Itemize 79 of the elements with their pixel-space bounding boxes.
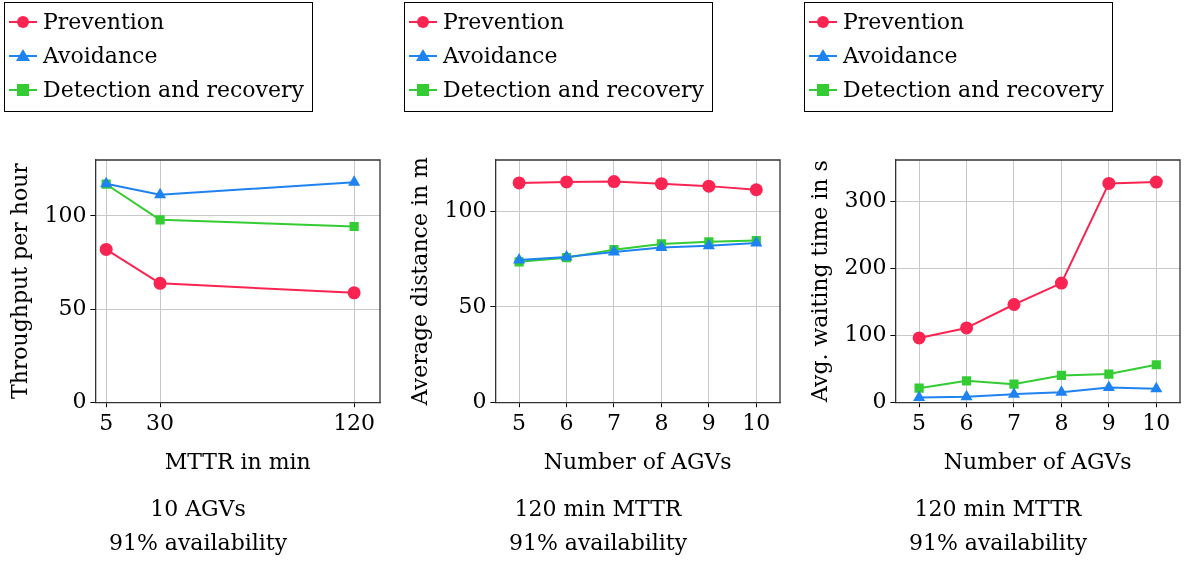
legend-label: Avoidance xyxy=(843,42,958,70)
point xyxy=(1007,298,1021,312)
point xyxy=(1104,369,1114,379)
x-tick-label: 8 xyxy=(1054,410,1069,436)
x-tick-label: 7 xyxy=(1006,410,1021,436)
x-tick-label: 5 xyxy=(99,410,114,436)
x-tick-label: 6 xyxy=(959,410,974,436)
point xyxy=(154,187,167,199)
y-tick-label: 100 xyxy=(44,201,87,227)
point xyxy=(961,376,972,386)
y-tick-label: 100 xyxy=(444,197,487,223)
legend-label: Detection and recovery xyxy=(843,76,1104,104)
point xyxy=(1150,381,1163,393)
point xyxy=(153,276,167,290)
point xyxy=(1102,176,1116,190)
y-tick-label: 100 xyxy=(844,321,887,347)
point xyxy=(560,175,574,189)
point xyxy=(1056,370,1067,381)
point xyxy=(347,286,361,300)
point xyxy=(607,175,621,189)
x-tick-label: 120 xyxy=(333,410,376,436)
text: 91% availability xyxy=(907,529,1089,557)
point xyxy=(960,389,973,401)
x-tick-label: 5 xyxy=(512,410,527,436)
y-tick-label: 0 xyxy=(472,387,487,413)
point xyxy=(960,321,974,335)
x-tick-label: 5 xyxy=(912,410,927,436)
point xyxy=(1149,175,1163,189)
point xyxy=(912,331,926,345)
point xyxy=(702,179,716,193)
point xyxy=(1151,360,1161,370)
point xyxy=(914,383,924,393)
x-tick-label: 6 xyxy=(559,410,574,436)
x-axis-title: MTTR in min xyxy=(164,448,311,474)
legend-label: Avoidance xyxy=(43,42,158,70)
y-axis-title: Average distance in m xyxy=(406,156,432,407)
y-tick-label: 50 xyxy=(458,292,487,318)
point xyxy=(1102,380,1115,391)
x-axis-title: Number of AGVs xyxy=(943,448,1132,474)
point xyxy=(654,177,668,191)
y-tick-label: 300 xyxy=(844,187,887,213)
point xyxy=(1055,385,1068,396)
x-tick-label: 9 xyxy=(701,410,716,436)
text: 91% availability xyxy=(507,529,689,557)
point xyxy=(1054,276,1068,290)
x-tick-label: 30 xyxy=(146,410,175,436)
text: 10 AGVs xyxy=(149,495,247,523)
x-tick-label: 8 xyxy=(654,410,669,436)
text: 120 min MTTR xyxy=(513,495,683,523)
point xyxy=(1009,379,1019,389)
point xyxy=(513,253,526,264)
legend-label: Detection and recovery xyxy=(443,76,704,104)
y-axis-title: Throughput per hour xyxy=(6,162,32,400)
point xyxy=(1007,387,1021,398)
point xyxy=(155,215,165,225)
text: 120 min MTTR xyxy=(913,495,1083,523)
point xyxy=(348,175,361,186)
point xyxy=(749,183,763,197)
legend-label: Avoidance xyxy=(443,42,558,70)
legend-label: Prevention xyxy=(843,8,965,36)
point xyxy=(349,221,359,232)
y-tick-label: 0 xyxy=(72,387,87,413)
y-tick-label: 50 xyxy=(58,294,87,320)
x-tick-label: 10 xyxy=(742,410,771,436)
x-tick-label: 9 xyxy=(1101,410,1116,436)
legend-label: Detection and recovery xyxy=(43,76,304,104)
legend-label: Prevention xyxy=(443,8,565,36)
x-tick-label: 7 xyxy=(606,410,621,436)
point xyxy=(560,249,573,261)
point xyxy=(913,390,926,402)
y-axis-title: Avg. waiting time in s xyxy=(806,160,832,404)
text: 91% availability xyxy=(107,529,289,557)
legend-label: Prevention xyxy=(43,8,165,36)
point xyxy=(512,176,526,190)
point xyxy=(99,242,113,256)
y-tick-label: 200 xyxy=(844,254,887,280)
x-tick-label: 10 xyxy=(1142,410,1171,436)
x-axis-title: Number of AGVs xyxy=(543,448,732,474)
y-tick-label: 0 xyxy=(872,387,887,413)
